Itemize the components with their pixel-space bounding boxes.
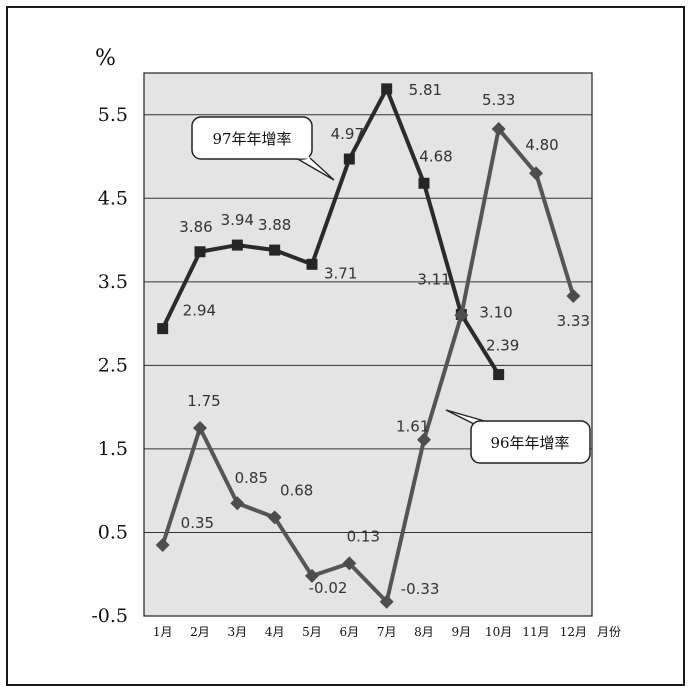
x-tick-label: 6月 [340,625,360,639]
y-tick-label: 5.5 [98,104,128,126]
data-label: 3.86 [179,218,212,236]
square-marker [381,83,393,95]
data-label: 3.71 [324,264,357,282]
square-marker [231,239,243,251]
y-tick-label: -0.5 [91,605,128,627]
series-1-line [160,86,501,376]
diamond-marker [417,432,431,447]
y-tick-label: 0.5 [98,521,128,543]
data-label: 4.68 [419,147,452,165]
callout-97: 97年年增率 [191,116,335,181]
y-tick-label: 1.5 [98,438,128,460]
callout-97-pointer [295,157,335,181]
diamond-marker [379,594,394,609]
square-marker [306,258,318,270]
callout-97-text: 97年年增率 [212,130,291,148]
y-tick-label: 4.5 [98,187,128,209]
series-2-line [160,126,576,604]
data-label: -0.33 [401,580,440,598]
x-tick-label: 10月 [485,625,512,639]
plot-area [143,72,593,617]
square-marker [157,323,169,335]
data-label: 1.61 [396,418,429,436]
data-label: 0.35 [181,514,214,532]
callout-96: 96年年增率 [445,409,591,464]
data-label: -0.02 [309,579,348,597]
data-label: 4.97 [331,125,364,143]
x-tick-label: 2月 [190,625,210,639]
y-axis-ticks: 5.5 4.5 3.5 2.5 1.5 0.5 -0.5 [91,104,128,627]
x-tick-label: 5月 [302,625,322,639]
diamond-marker [193,421,207,436]
series-2: 0.35 1.75 0.85 0.68 -0.02 0.13 -0.33 1.61 3.10 5.… [155,91,590,609]
data-label: 2.94 [183,302,216,320]
x-tick-label: 7月 [377,625,397,639]
diamond-marker [566,289,581,304]
square-marker [269,244,281,256]
data-label: 3.94 [221,211,254,229]
square-marker [418,177,430,189]
diamond-marker [230,496,245,511]
x-tick-label: 3月 [228,625,248,639]
data-label: 5.33 [482,91,515,109]
diamond-marker [491,121,506,136]
diamond-marker [155,537,170,552]
data-label: 0.68 [280,481,313,499]
data-label: 4.80 [525,136,558,154]
gridlines [144,114,592,533]
x-tick-label: 11月 [522,625,549,639]
data-label: 0.13 [347,527,380,545]
data-label: 3.33 [557,312,590,330]
data-label: 1.75 [187,392,220,410]
square-marker [343,153,355,165]
x-axis-label: 月份 [597,625,621,639]
x-tick-label: 9月 [452,625,472,639]
square-marker [194,246,206,258]
series-layer: 2.94 3.86 3.94 3.88 3.71 4.97 5.81 4.68 3.11 2.39… [155,81,590,609]
diamond-marker [305,568,319,583]
y-axis-label: % [95,46,116,71]
data-label: 2.39 [486,337,519,355]
diamond-marker [529,166,543,181]
x-axis-ticks: 1月 2月 3月 4月 5月 6月 7月 8月 9月 10月 11月 12月 [153,625,587,639]
diamond-marker [267,510,282,525]
diamond-marker [454,308,469,323]
data-label: 3.88 [258,216,291,234]
square-marker [493,369,505,381]
diamond-marker [342,556,357,571]
data-label: 0.85 [235,469,268,487]
y-tick-label: 3.5 [98,271,128,293]
x-tick-label: 1月 [153,625,173,639]
callout-97-box [191,116,313,160]
data-label: 5.81 [409,81,442,99]
y-tick-label: 2.5 [98,354,128,376]
data-label: 3.10 [479,303,512,321]
callout-96-text: 96年年增率 [490,434,569,452]
callout-96-box [470,420,591,464]
x-tick-label: 12月 [560,625,587,639]
x-tick-label: 4月 [265,625,285,639]
x-tick-label: 8月 [414,625,434,639]
data-label: 3.11 [417,270,450,288]
